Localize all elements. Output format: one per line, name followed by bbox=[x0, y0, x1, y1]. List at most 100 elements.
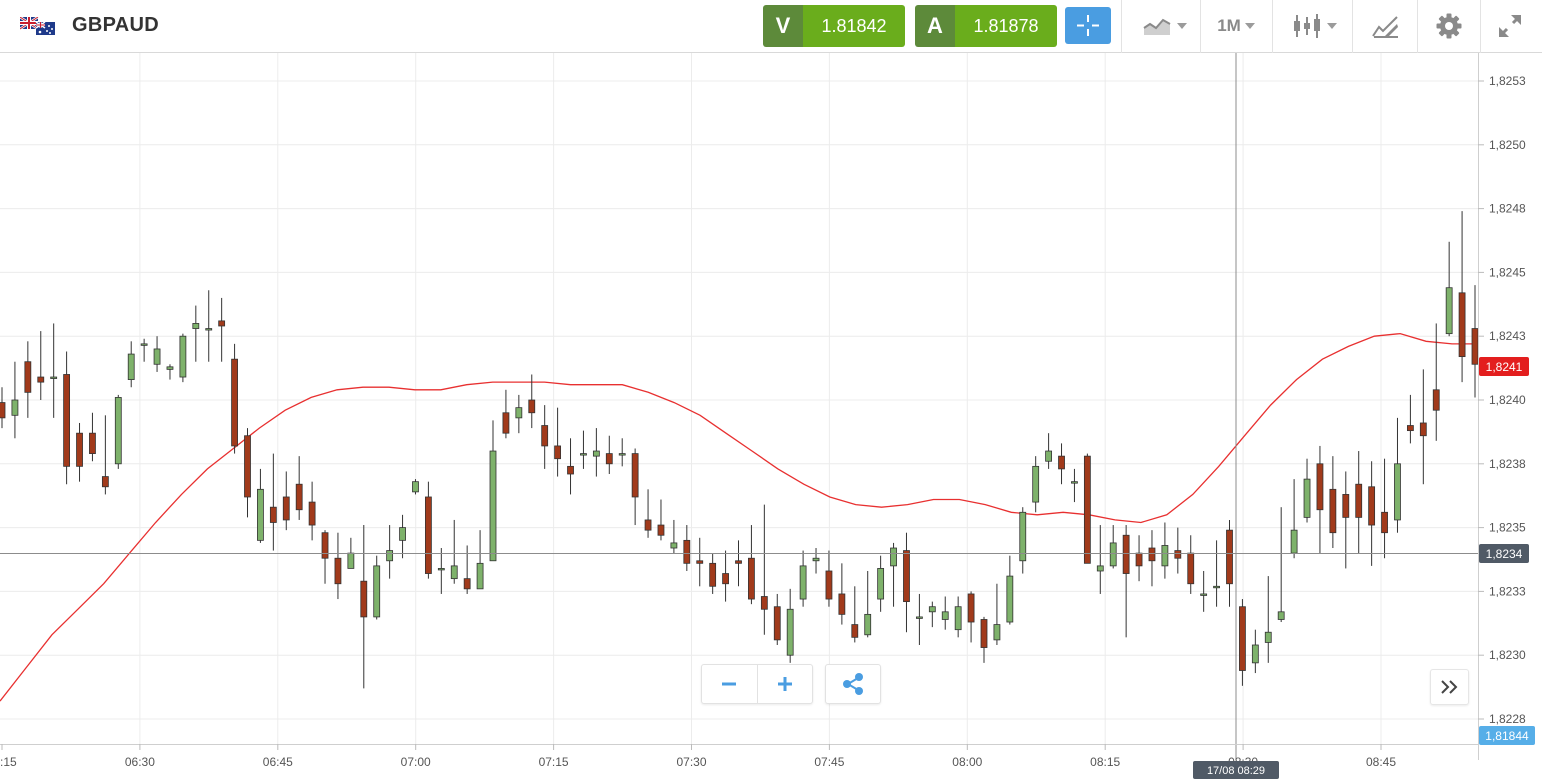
candle-body bbox=[76, 432, 83, 467]
candle bbox=[424, 481, 432, 579]
plus-icon bbox=[777, 677, 792, 691]
current-price-label: 1,8241 bbox=[1486, 360, 1523, 374]
candle bbox=[605, 435, 613, 475]
candle bbox=[76, 422, 83, 482]
candle-body bbox=[399, 527, 406, 541]
candle-body bbox=[825, 570, 833, 600]
candle bbox=[554, 407, 562, 477]
candle-body bbox=[424, 496, 432, 574]
candle bbox=[1445, 241, 1453, 337]
drawing-tools-button[interactable] bbox=[1360, 8, 1410, 44]
crosshair-button[interactable] bbox=[1065, 7, 1111, 44]
time-tick-label: 07:30 bbox=[676, 755, 706, 769]
chevron-down-icon bbox=[1244, 23, 1255, 29]
candle bbox=[1109, 525, 1117, 569]
candle-body bbox=[1174, 550, 1182, 559]
candle bbox=[1161, 522, 1169, 579]
candle-body bbox=[101, 476, 109, 488]
timeframe-button[interactable]: 1M bbox=[1206, 8, 1266, 44]
candle bbox=[670, 519, 678, 554]
candle bbox=[1135, 535, 1143, 582]
candle bbox=[11, 361, 19, 439]
candle bbox=[450, 519, 458, 584]
candle bbox=[218, 297, 226, 362]
candle-body bbox=[282, 496, 290, 521]
price-axis: 1,8253 1,8250 1,8248 1,8245 1,8243 1,8240 1,82… bbox=[1478, 53, 1526, 760]
zoom-out-button[interactable] bbox=[702, 665, 758, 703]
candle bbox=[760, 504, 768, 635]
candle-body bbox=[528, 399, 536, 414]
candle-body bbox=[0, 402, 6, 419]
candle bbox=[386, 525, 394, 579]
candle bbox=[928, 601, 936, 628]
candles-layer bbox=[0, 211, 1479, 689]
candle-body bbox=[89, 432, 96, 454]
candle bbox=[1045, 433, 1053, 469]
candle-style-button[interactable] bbox=[1284, 8, 1344, 44]
candle bbox=[244, 428, 251, 518]
candle bbox=[1083, 453, 1091, 564]
candle bbox=[399, 514, 406, 559]
price-tick-label: 1,8243 bbox=[1489, 329, 1526, 343]
candle-body bbox=[321, 532, 329, 559]
zoom-controls bbox=[701, 664, 813, 704]
candle bbox=[1006, 555, 1014, 625]
candlestick-icon bbox=[1294, 14, 1320, 38]
candle-body bbox=[644, 519, 652, 531]
candle bbox=[1264, 576, 1272, 663]
candle-body bbox=[890, 547, 897, 567]
uk-australia-flag-icon bbox=[20, 17, 55, 35]
candle bbox=[1071, 468, 1078, 503]
sell-quote-button[interactable]: V 1.81842 bbox=[763, 5, 905, 47]
price-tick-label: 1,8240 bbox=[1489, 393, 1526, 407]
scroll-to-latest-button[interactable] bbox=[1430, 669, 1469, 705]
candle-body bbox=[502, 412, 510, 434]
candle-body bbox=[1239, 606, 1246, 671]
candle-body bbox=[709, 562, 717, 587]
candle-body bbox=[244, 435, 251, 498]
candle bbox=[1058, 443, 1065, 485]
toolbar-separator bbox=[1272, 0, 1273, 53]
ask-price-label: 1,81844 bbox=[1485, 729, 1529, 743]
candle-body bbox=[476, 562, 484, 590]
candle bbox=[360, 525, 368, 689]
candle bbox=[1419, 369, 1427, 485]
candle bbox=[1032, 456, 1040, 513]
candle-body bbox=[773, 606, 781, 641]
candle bbox=[864, 570, 872, 638]
candle bbox=[748, 525, 755, 605]
candle-body bbox=[592, 450, 600, 457]
candle bbox=[1342, 471, 1350, 569]
candle-body bbox=[1471, 328, 1479, 365]
candle-body bbox=[683, 539, 691, 564]
price-tick-label: 1,8228 bbox=[1489, 712, 1526, 726]
candle bbox=[89, 412, 96, 462]
candle-body bbox=[1187, 552, 1195, 585]
candle-body bbox=[515, 407, 523, 419]
chart-type-button[interactable] bbox=[1134, 8, 1194, 44]
candle bbox=[1096, 525, 1104, 594]
candle-body bbox=[567, 465, 574, 475]
price-chart[interactable]: 1,8253 1,8250 1,8248 1,8245 1,8243 1,8240 1,82… bbox=[0, 53, 1542, 781]
candle bbox=[1432, 323, 1440, 441]
buy-quote-button[interactable]: A 1.81878 bbox=[915, 5, 1057, 47]
candle-body bbox=[489, 450, 497, 562]
candle-body bbox=[127, 353, 135, 380]
candle bbox=[63, 351, 71, 485]
price-tick-label: 1,8248 bbox=[1489, 202, 1526, 216]
candle bbox=[825, 550, 833, 607]
candle-body bbox=[1019, 511, 1027, 562]
zoom-in-button[interactable] bbox=[758, 665, 813, 703]
candle bbox=[993, 583, 1001, 645]
fullscreen-button[interactable] bbox=[1488, 8, 1532, 44]
candle bbox=[308, 481, 316, 541]
candle bbox=[799, 550, 807, 607]
sell-price: 1.81842 bbox=[803, 5, 905, 47]
share-button[interactable] bbox=[825, 664, 881, 704]
candle bbox=[683, 525, 691, 571]
time-tick-label: 07:00 bbox=[401, 755, 431, 769]
settings-button[interactable] bbox=[1424, 8, 1474, 44]
candle bbox=[851, 586, 859, 643]
crosshair-price-badge: 1,8234 bbox=[1479, 544, 1529, 563]
candle-body bbox=[1032, 465, 1040, 503]
